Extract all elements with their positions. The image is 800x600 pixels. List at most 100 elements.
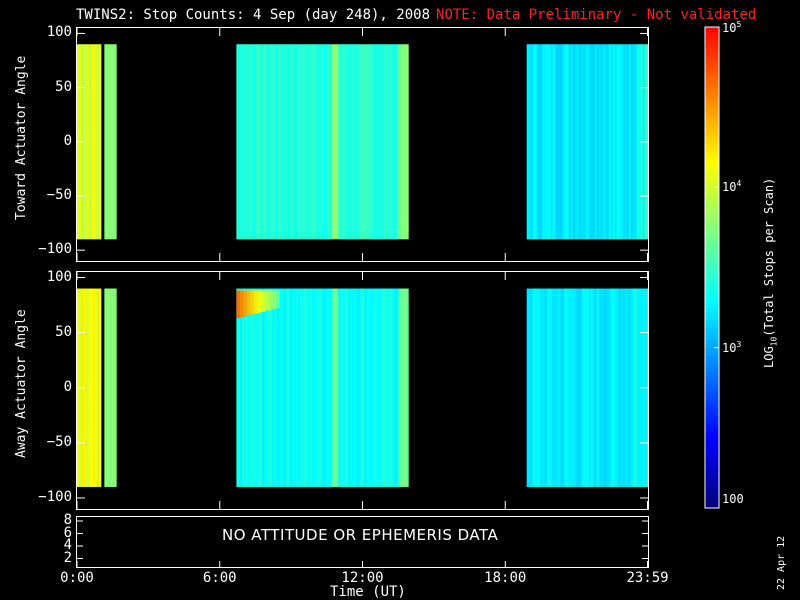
y-tick-label: 6 bbox=[63, 524, 72, 541]
colorbar-segment bbox=[705, 479, 719, 485]
heatmap-column-0 bbox=[274, 44, 277, 240]
heatmap-column-0 bbox=[89, 44, 92, 240]
colorbar-segment bbox=[705, 251, 719, 257]
colorbar-segment bbox=[705, 459, 719, 465]
heatmap-column-1 bbox=[558, 288, 561, 487]
hot-spot-cell bbox=[275, 290, 280, 308]
heatmap-column-1 bbox=[588, 288, 591, 487]
heatmap-column-1 bbox=[332, 288, 335, 487]
heatmap-column-0 bbox=[570, 44, 573, 240]
heatmap-column-1 bbox=[282, 288, 285, 487]
heatmap-column-0 bbox=[582, 44, 585, 240]
heatmap-column-0 bbox=[566, 44, 569, 240]
colorbar-segment bbox=[705, 451, 719, 457]
x-tick-label: 23:59 bbox=[626, 570, 669, 586]
heatmap-column-0 bbox=[288, 44, 291, 240]
heatmap-column-0 bbox=[552, 44, 555, 240]
heatmap-column-0 bbox=[550, 44, 553, 240]
heatmap-column-0 bbox=[91, 44, 94, 240]
heatmap-column-0 bbox=[248, 44, 251, 240]
heatmap-column-0 bbox=[238, 44, 241, 240]
colorbar-tick-label: 104 bbox=[722, 179, 742, 195]
heatmap-column-1 bbox=[570, 288, 573, 487]
colorbar-segment bbox=[705, 359, 719, 365]
heatmap-column-0 bbox=[292, 44, 295, 240]
colorbar-segment bbox=[705, 239, 719, 245]
x-tick-label: 6:00 bbox=[202, 570, 237, 586]
heatmap-column-0 bbox=[298, 44, 301, 240]
heatmap-column-0 bbox=[526, 44, 529, 240]
heatmap-column-0 bbox=[322, 44, 325, 240]
heatmap-column-0 bbox=[598, 44, 601, 240]
heatmap-column-1 bbox=[532, 288, 535, 487]
x-tick-label: 18:00 bbox=[484, 570, 527, 586]
colorbar-segment bbox=[705, 171, 719, 176]
heatmap-column-1 bbox=[576, 288, 579, 487]
heatmap-column-0 bbox=[630, 44, 633, 240]
colorbar-segment bbox=[705, 407, 719, 413]
heatmap-column-1 bbox=[354, 288, 357, 487]
heatmap-column-0 bbox=[366, 44, 369, 240]
heatmap-column-1 bbox=[328, 288, 331, 487]
heatmap-column-1 bbox=[580, 288, 583, 487]
colorbar-segment bbox=[705, 167, 719, 172]
hot-spot-cell bbox=[272, 290, 277, 309]
heatmap-column-0 bbox=[282, 44, 285, 240]
colorbar-segment bbox=[705, 335, 719, 341]
heatmap-column-1 bbox=[590, 288, 593, 487]
heatmap-column-1 bbox=[564, 288, 567, 487]
heatmap-column-1 bbox=[306, 288, 309, 487]
heatmap-column-0 bbox=[548, 44, 551, 240]
heatmap-column-0 bbox=[400, 44, 403, 240]
heatmap-column-0 bbox=[388, 44, 391, 240]
heatmap-column-0 bbox=[290, 44, 293, 240]
heatmap-column-0 bbox=[286, 44, 289, 240]
colorbar-segment bbox=[705, 411, 719, 417]
heatmap-column-0 bbox=[99, 44, 102, 240]
heatmap-column-0 bbox=[308, 44, 311, 240]
heatmap-column-0 bbox=[354, 44, 357, 240]
heatmap-column-0 bbox=[112, 44, 115, 240]
colorbar-tick-label: 100 bbox=[722, 492, 744, 506]
heatmap-column-1 bbox=[386, 288, 389, 487]
colorbar-segment bbox=[705, 395, 719, 401]
colorbar-segment bbox=[705, 271, 719, 277]
heatmap-column-0 bbox=[260, 44, 263, 240]
heatmap-column-1 bbox=[364, 288, 367, 487]
heatmap-column-0 bbox=[360, 44, 363, 240]
heatmap-column-0 bbox=[246, 44, 249, 240]
heatmap-column-1 bbox=[614, 288, 617, 487]
heatmap-column-0 bbox=[250, 44, 253, 240]
colorbar-segment bbox=[705, 187, 719, 192]
colorbar-tick-label: 103 bbox=[722, 339, 742, 355]
heatmap-column-1 bbox=[346, 288, 349, 487]
heatmap-column-0 bbox=[398, 44, 401, 240]
heatmap-column-1 bbox=[268, 288, 271, 487]
hot-spot-cell bbox=[247, 290, 252, 316]
heatmap-column-0 bbox=[268, 44, 271, 240]
heatmap-column-1 bbox=[284, 288, 287, 487]
heatmap-column-0 bbox=[330, 44, 333, 240]
hot-spot-cell bbox=[239, 290, 245, 318]
colorbar-segment bbox=[705, 471, 719, 477]
heatmap-column-0 bbox=[596, 44, 599, 240]
heatmap-column-1 bbox=[626, 288, 629, 487]
colorbar-segment bbox=[705, 51, 719, 56]
heatmap-column-1 bbox=[368, 288, 371, 487]
heatmap-column-0 bbox=[590, 44, 593, 240]
heatmap-column-0 bbox=[294, 44, 297, 240]
heatmap-column-0 bbox=[336, 44, 339, 240]
y-tick-label: −50 bbox=[46, 186, 72, 203]
heatmap-column-1 bbox=[334, 288, 337, 487]
colorbar-segment bbox=[705, 483, 719, 489]
heatmap-column-0 bbox=[568, 44, 571, 240]
heatmap-column-0 bbox=[342, 44, 345, 240]
heatmap-column-0 bbox=[280, 44, 283, 240]
heatmap-column-1 bbox=[384, 288, 387, 487]
heatmap-column-1 bbox=[298, 288, 301, 487]
heatmap-column-1 bbox=[114, 288, 117, 487]
heatmap-column-0 bbox=[632, 44, 635, 240]
heatmap-column-0 bbox=[538, 44, 541, 240]
colorbar-segment bbox=[705, 439, 719, 445]
heatmap-column-0 bbox=[394, 44, 397, 240]
